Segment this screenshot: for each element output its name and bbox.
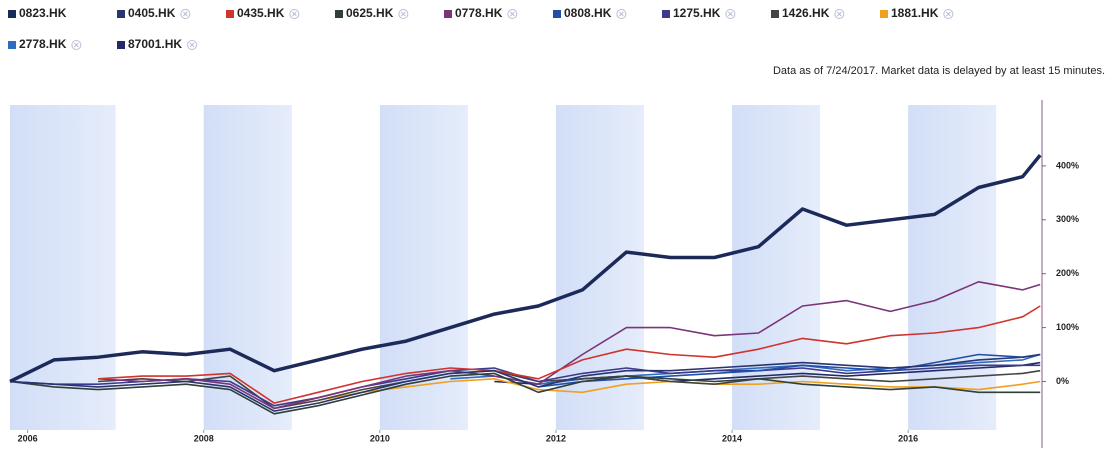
remove-icon xyxy=(180,9,191,19)
remove-button[interactable] xyxy=(725,9,736,19)
legend-swatch xyxy=(335,10,343,18)
remove-icon xyxy=(189,42,195,48)
legend-label: 0778.HK xyxy=(455,6,503,20)
remove-button[interactable] xyxy=(616,9,627,19)
remove-icon xyxy=(187,40,198,50)
remove-button[interactable] xyxy=(398,9,409,19)
legend-item[interactable]: 1881.HK xyxy=(880,6,954,20)
legend-swatch xyxy=(117,10,125,18)
data-note: Data as of 7/24/2017. Market data is del… xyxy=(773,65,1105,77)
series-line xyxy=(9,353,1041,412)
legend-swatch xyxy=(226,10,234,18)
shade-band xyxy=(908,105,997,430)
remove-button[interactable] xyxy=(187,40,198,50)
x-tick-label: 2008 xyxy=(194,433,214,443)
legend-label: 0405.HK xyxy=(128,6,176,20)
legend-item[interactable]: 0823.HK xyxy=(8,6,67,20)
x-tick-label: 2006 xyxy=(18,433,38,443)
remove-button[interactable] xyxy=(943,9,954,19)
legend-swatch xyxy=(8,41,16,49)
legend-label: 87001.HK xyxy=(128,37,182,51)
legend-item[interactable]: 1426.HK xyxy=(771,6,845,20)
y-tick-label: 0% xyxy=(1056,376,1069,386)
remove-icon xyxy=(292,11,297,17)
legend-item[interactable]: 0625.HK xyxy=(335,6,409,20)
legend-swatch xyxy=(771,10,779,18)
legend-item[interactable]: 0405.HK xyxy=(117,6,191,20)
legend-swatch xyxy=(8,10,16,18)
shade-band xyxy=(555,105,644,430)
series-line xyxy=(450,353,1041,385)
y-tick-label: 300% xyxy=(1056,214,1079,224)
series-line xyxy=(9,372,1041,415)
legend-item[interactable]: 0435.HK xyxy=(226,6,300,20)
legend-label: 1881.HK xyxy=(891,6,939,20)
shade-band xyxy=(10,105,116,430)
legend-swatch xyxy=(117,41,125,49)
series-line xyxy=(9,153,1042,384)
shade-band xyxy=(203,105,292,430)
remove-icon xyxy=(398,9,409,19)
y-tick-label: 400% xyxy=(1056,160,1079,170)
series-line xyxy=(538,353,1041,388)
remove-button[interactable] xyxy=(289,9,300,19)
legend-swatch xyxy=(444,10,452,18)
remove-icon xyxy=(183,11,188,17)
x-tick-label: 2016 xyxy=(898,433,918,443)
legend-label: 0435.HK xyxy=(237,6,285,20)
legend-item[interactable]: 1275.HK xyxy=(662,6,736,20)
y-tick-label: 100% xyxy=(1056,322,1079,332)
remove-icon xyxy=(71,40,82,50)
remove-icon xyxy=(834,9,845,19)
legend-label: 0625.HK xyxy=(346,6,394,20)
series-line xyxy=(98,281,1041,410)
series-line xyxy=(98,305,1041,404)
remove-icon xyxy=(616,9,627,19)
legend-swatch xyxy=(662,10,670,18)
remove-icon xyxy=(507,9,518,19)
x-tick-label: 2014 xyxy=(722,433,742,443)
y-tick-label: 200% xyxy=(1056,268,1079,278)
legend-item[interactable]: 87001.HK xyxy=(117,37,198,51)
remove-icon xyxy=(837,11,842,17)
remove-button[interactable] xyxy=(507,9,518,19)
legend-label: 1275.HK xyxy=(673,6,721,20)
remove-icon xyxy=(619,11,624,17)
remove-icon xyxy=(401,11,406,17)
remove-icon xyxy=(510,11,515,17)
remove-icon xyxy=(725,9,736,19)
legend-item[interactable]: 2778.HK xyxy=(8,37,82,51)
remove-icon xyxy=(946,11,951,17)
legend-item[interactable]: 0808.HK xyxy=(553,6,627,20)
legend-label: 0823.HK xyxy=(19,6,67,20)
remove-icon xyxy=(289,9,300,19)
x-tick-label: 2010 xyxy=(370,433,390,443)
legend-swatch xyxy=(880,10,888,18)
x-tick-label: 2012 xyxy=(546,433,566,443)
remove-button[interactable] xyxy=(180,9,191,19)
remove-icon xyxy=(728,11,733,17)
legend-swatch xyxy=(553,10,561,18)
legend-item[interactable]: 0778.HK xyxy=(444,6,518,20)
legend-label: 1426.HK xyxy=(782,6,830,20)
remove-icon xyxy=(943,9,954,19)
remove-button[interactable] xyxy=(71,40,82,50)
remove-icon xyxy=(74,42,79,48)
remove-button[interactable] xyxy=(834,9,845,19)
legend-label: 0808.HK xyxy=(564,6,612,20)
legend-label: 2778.HK xyxy=(19,37,67,51)
